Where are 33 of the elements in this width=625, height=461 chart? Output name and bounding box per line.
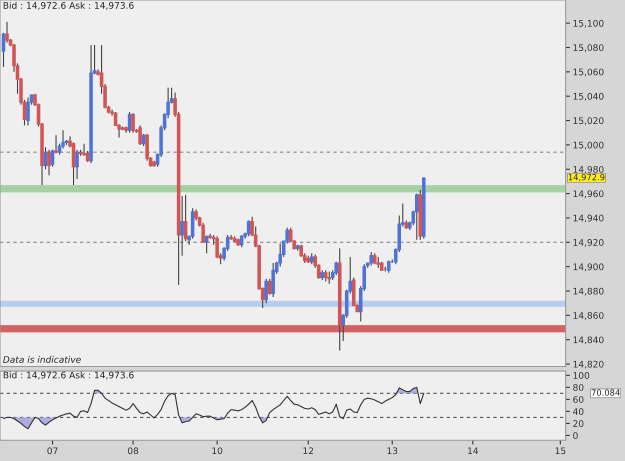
x-tick-label: 12: [303, 447, 314, 454]
y-tick-label: 15,100: [574, 20, 604, 28]
annotation: Bid : 14,972.6 Ask : 14,973.6: [4, 371, 134, 380]
annotation: Data is indicative: [3, 356, 81, 363]
text: 70.084: [592, 389, 620, 396]
y-tick-label: 14,960: [574, 190, 604, 198]
x-tick-label: 15: [556, 447, 566, 454]
y-tick-label: 15,040: [574, 92, 604, 101]
y-tick-label: 40: [573, 408, 584, 415]
y-tick-label: 80: [573, 384, 584, 391]
y-tick-label: 100: [574, 372, 590, 379]
y-tick-label: 15,000: [574, 142, 604, 150]
y-tick-label: 14,940: [574, 214, 604, 222]
y-tick-label: 20: [573, 420, 584, 427]
y-tick-label: 14,880: [574, 288, 604, 296]
x-tick-label: 14: [468, 447, 478, 454]
y-tick-label: 15,060: [574, 68, 604, 76]
y-tick-label: 14,840: [574, 336, 604, 344]
x-tick-label: 08: [128, 447, 138, 454]
y-tick-label: 0: [573, 432, 578, 440]
text: 14,972.9: [568, 174, 604, 182]
y-tick-label: 15,020: [574, 117, 604, 126]
y-tick-label: 14,980: [574, 166, 604, 174]
x-tick-label: 13: [388, 447, 398, 454]
y-tick-label: 14,920: [574, 239, 604, 247]
y-tick-label: 14,900: [574, 263, 604, 272]
y-tick-label: 15,080: [574, 44, 604, 52]
x-tick-label: 07: [47, 447, 58, 454]
annotation: Bid : 14,972.6 Ask : 14,973.6: [4, 2, 134, 10]
x-tick-label: 10: [212, 447, 222, 454]
y-tick-label: 60: [573, 396, 584, 403]
y-tick-label: 14,820: [574, 360, 604, 369]
y-tick-label: 14,860: [574, 312, 604, 320]
